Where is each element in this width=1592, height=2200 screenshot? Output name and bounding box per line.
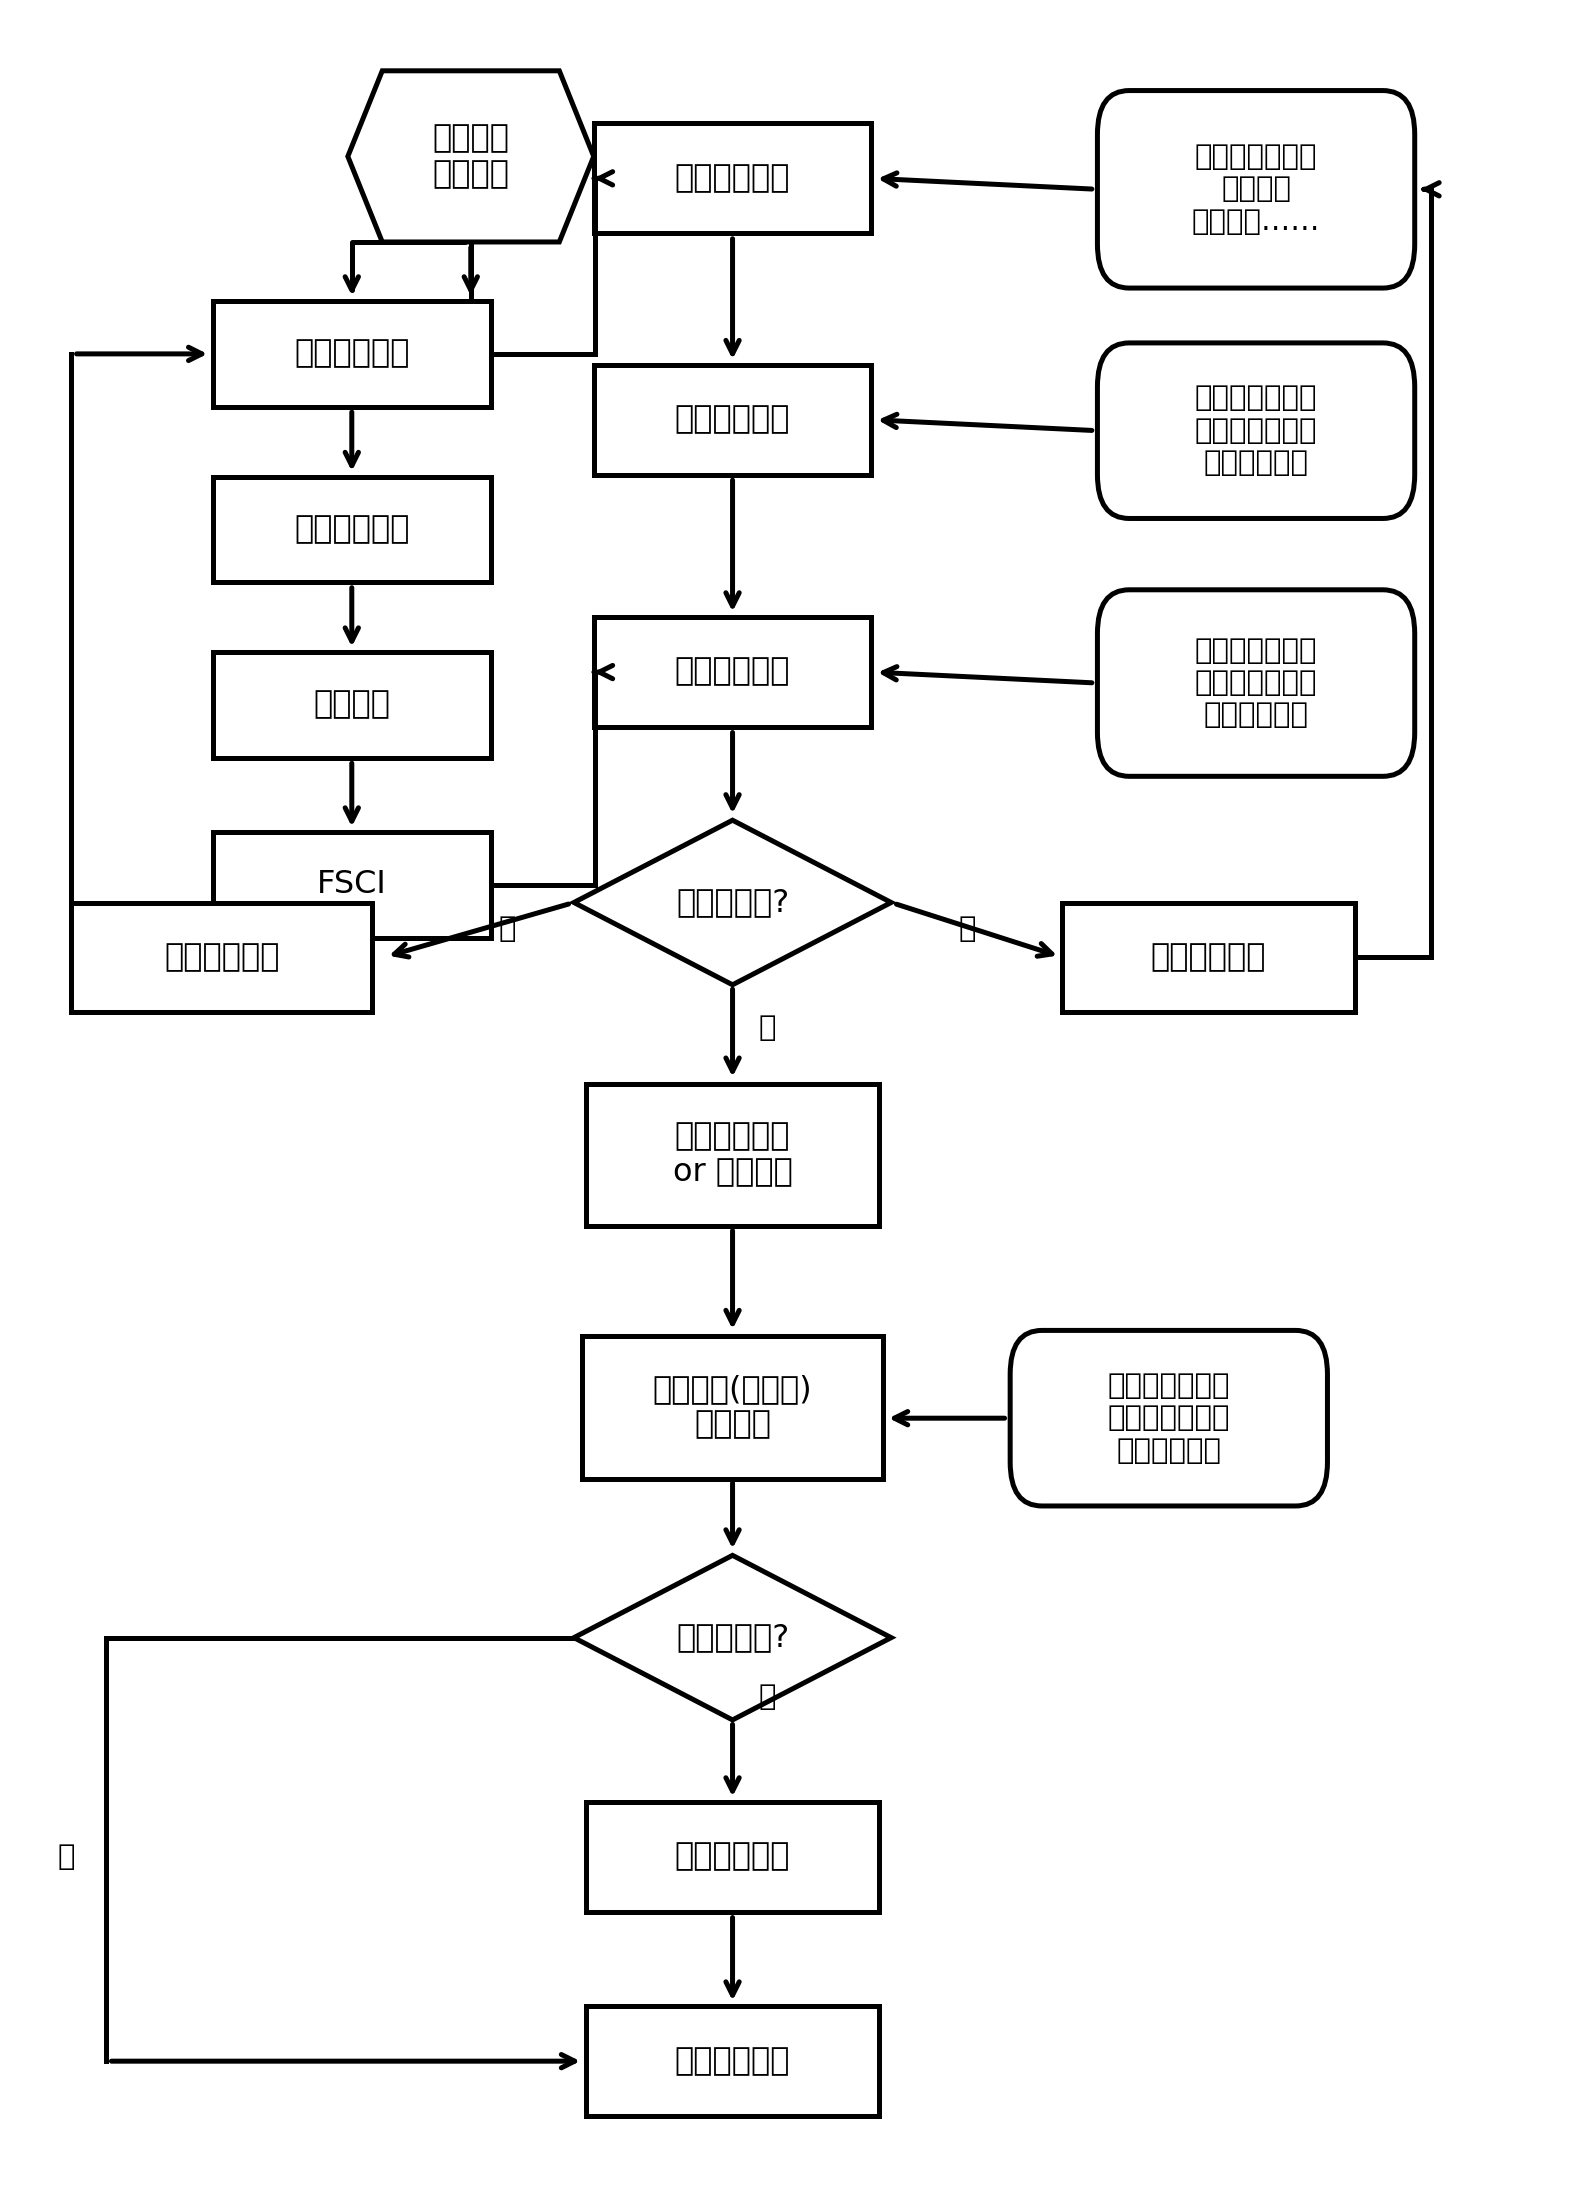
Text: FSCI: FSCI xyxy=(317,869,387,900)
Text: 结构温度场分布
常规外荷载作用
其他相关作用: 结构温度场分布 常规外荷载作用 其他相关作用 xyxy=(1196,636,1317,730)
Text: 是: 是 xyxy=(498,915,516,944)
Text: 识别关键构件
or 危险区域: 识别关键构件 or 危险区域 xyxy=(672,1122,793,1188)
Bar xyxy=(213,477,490,583)
Bar xyxy=(594,365,871,475)
Text: 安全目标
性能指标: 安全目标 性能指标 xyxy=(433,123,509,189)
Text: 构件温度场分布
常规外荷载作用
相关规范要求: 构件温度场分布 常规外荷载作用 相关规范要求 xyxy=(1108,1373,1231,1465)
Bar xyxy=(594,123,871,233)
Text: 构件防火设计: 构件防火设计 xyxy=(675,1841,790,1872)
Bar xyxy=(213,301,490,407)
Text: 是: 是 xyxy=(958,915,976,944)
FancyBboxPatch shape xyxy=(1011,1331,1328,1507)
Bar xyxy=(1062,902,1355,1012)
Text: 否: 否 xyxy=(759,1014,777,1041)
Text: 构件类型、连接
结构体系
建筑材料……: 构件类型、连接 结构体系 建筑材料…… xyxy=(1192,143,1320,235)
Text: 构件失效吗?: 构件失效吗? xyxy=(677,1621,790,1652)
Text: 否: 否 xyxy=(57,1844,75,1870)
Text: 结构传热分析: 结构传热分析 xyxy=(675,405,790,436)
Text: 结构整体分析: 结构整体分析 xyxy=(675,656,790,689)
Bar xyxy=(213,653,490,757)
Bar xyxy=(213,832,490,937)
Bar xyxy=(581,1335,884,1478)
Text: 全面防火保护: 全面防火保护 xyxy=(164,942,280,972)
Text: 空间温度场分布
辐射、对流效应
其他影响因素: 空间温度场分布 辐射、对流效应 其他影响因素 xyxy=(1196,385,1317,477)
Text: 建立火灾模型: 建立火灾模型 xyxy=(295,515,409,546)
Polygon shape xyxy=(347,70,594,242)
Text: 关键构件(子结构)
抗火分析: 关键构件(子结构) 抗火分析 xyxy=(653,1373,812,1441)
Text: 火灾模拟: 火灾模拟 xyxy=(314,689,390,722)
FancyBboxPatch shape xyxy=(1097,590,1415,777)
Text: 常规结构设计: 常规结构设计 xyxy=(675,163,790,194)
Bar xyxy=(586,2006,879,2116)
Bar xyxy=(594,618,871,726)
Polygon shape xyxy=(573,821,892,986)
Text: 整体失效吗?: 整体失效吗? xyxy=(677,887,790,917)
Text: 火灾场景设计: 火灾场景设计 xyxy=(295,339,409,370)
Bar xyxy=(72,902,373,1012)
Bar xyxy=(586,1802,879,1912)
FancyBboxPatch shape xyxy=(1097,90,1415,288)
Text: 是: 是 xyxy=(759,1683,777,1712)
FancyBboxPatch shape xyxy=(1097,343,1415,519)
Bar xyxy=(586,1085,879,1225)
Text: 调整结构设计: 调整结构设计 xyxy=(1151,942,1266,972)
Polygon shape xyxy=(573,1555,892,1720)
Text: 设计合理安全: 设计合理安全 xyxy=(675,2046,790,2077)
